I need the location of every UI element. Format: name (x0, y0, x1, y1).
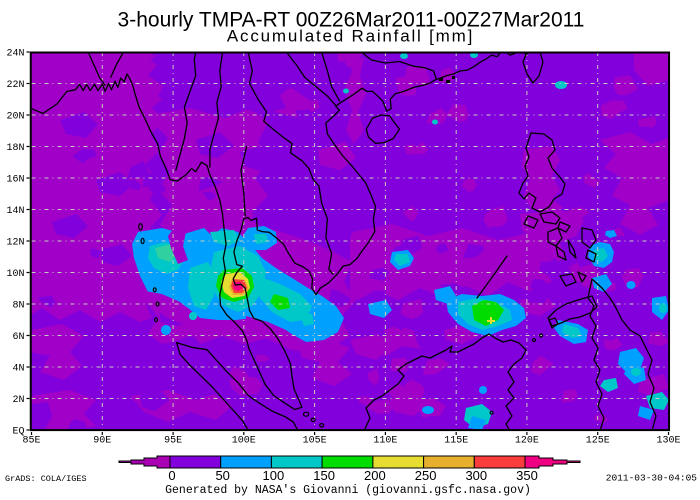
svg-text:24N: 24N (6, 49, 24, 60)
svg-text:4N: 4N (12, 364, 24, 375)
svg-text:2011-03-30-04:05: 2011-03-30-04:05 (606, 473, 698, 484)
svg-text:350: 350 (516, 468, 538, 483)
svg-text:20N: 20N (6, 112, 24, 123)
svg-text:GrADS: COLA/IGES: GrADS: COLA/IGES (5, 474, 87, 484)
svg-text:3-hourly TMPA-RT 00Z26Mar2011-: 3-hourly TMPA-RT 00Z26Mar2011-00Z27Mar20… (118, 9, 585, 32)
svg-text:14N: 14N (6, 206, 24, 217)
svg-text:22N: 22N (6, 80, 24, 91)
svg-text:95E: 95E (164, 436, 182, 447)
svg-text:110E: 110E (373, 436, 397, 447)
svg-text:100E: 100E (232, 436, 256, 447)
svg-text:100: 100 (263, 468, 285, 483)
svg-text:6N: 6N (12, 332, 24, 343)
svg-text:10N: 10N (6, 269, 24, 280)
svg-text:18N: 18N (6, 143, 24, 154)
svg-text:125E: 125E (586, 436, 610, 447)
svg-text:0: 0 (168, 468, 175, 483)
svg-text:130E: 130E (656, 436, 680, 447)
svg-text:300: 300 (465, 468, 487, 483)
svg-text:120E: 120E (515, 436, 539, 447)
svg-text:8N: 8N (12, 301, 24, 312)
svg-text:200: 200 (364, 468, 386, 483)
svg-text:50: 50 (215, 468, 229, 483)
svg-text:90E: 90E (93, 436, 111, 447)
svg-text:85E: 85E (22, 436, 40, 447)
svg-text:105E: 105E (303, 436, 327, 447)
svg-text:2N: 2N (12, 395, 24, 406)
svg-text:EQ: EQ (12, 427, 24, 438)
svg-text:115E: 115E (444, 436, 468, 447)
svg-text:12N: 12N (6, 238, 24, 249)
svg-text:16N: 16N (6, 175, 24, 186)
svg-text:Generated by NASA's Giovanni (: Generated by NASA's Giovanni (giovanni.g… (165, 484, 531, 497)
svg-text:250: 250 (415, 468, 437, 483)
svg-text:150: 150 (313, 468, 335, 483)
svg-text:Accumulated Rainfall [mm]: Accumulated Rainfall [mm] (227, 27, 474, 46)
